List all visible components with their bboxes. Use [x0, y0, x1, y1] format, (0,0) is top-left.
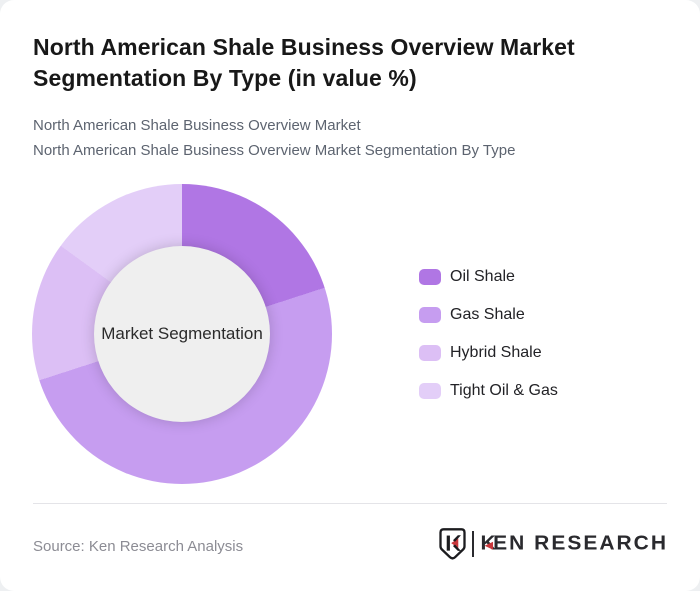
footer-divider [33, 503, 667, 504]
legend-label: Tight Oil & Gas [450, 382, 558, 399]
legend-swatch [419, 307, 441, 323]
subtitle-block: North American Shale Business Overview M… [33, 113, 673, 163]
legend-item: Tight Oil & Gas [419, 372, 558, 410]
legend-item: Oil Shale [419, 258, 558, 296]
red-triangle-icon: ◀ [484, 540, 496, 552]
legend-swatch [419, 345, 441, 361]
legend-item: Hybrid Shale [419, 334, 558, 372]
legend-label: Hybrid Shale [450, 344, 542, 361]
donut-center-label: Market Segmentation [101, 324, 263, 343]
page-title-line-1: North American Shale Business Overview M… [33, 34, 575, 60]
legend-item: Gas Shale [419, 296, 558, 334]
logo-text: K◀EN RESEARCH [480, 532, 668, 555]
subtitle-line-1: North American Shale Business Overview M… [33, 117, 361, 134]
legend-swatch [419, 383, 441, 399]
source-text: Source: Ken Research Analysis [33, 538, 244, 555]
page-title-line-2: Segmentation By Type (in value %) [33, 65, 417, 91]
page-title: North American Shale Business Overview M… [33, 32, 673, 94]
legend-label: Gas Shale [450, 306, 525, 323]
logo-separator [471, 531, 474, 557]
donut-chart: Market Segmentation [32, 184, 332, 484]
chart-legend: Oil Shale Gas Shale Hybrid Shale Tight O… [419, 258, 558, 410]
subtitle-line-2: North American Shale Business Overview M… [33, 142, 516, 159]
legend-label: Oil Shale [450, 268, 515, 285]
donut-hole: Market Segmentation [94, 246, 270, 422]
legend-swatch [419, 269, 441, 285]
logo-shield-icon [438, 528, 466, 560]
ken-research-logo: K◀EN RESEARCH [438, 528, 669, 560]
